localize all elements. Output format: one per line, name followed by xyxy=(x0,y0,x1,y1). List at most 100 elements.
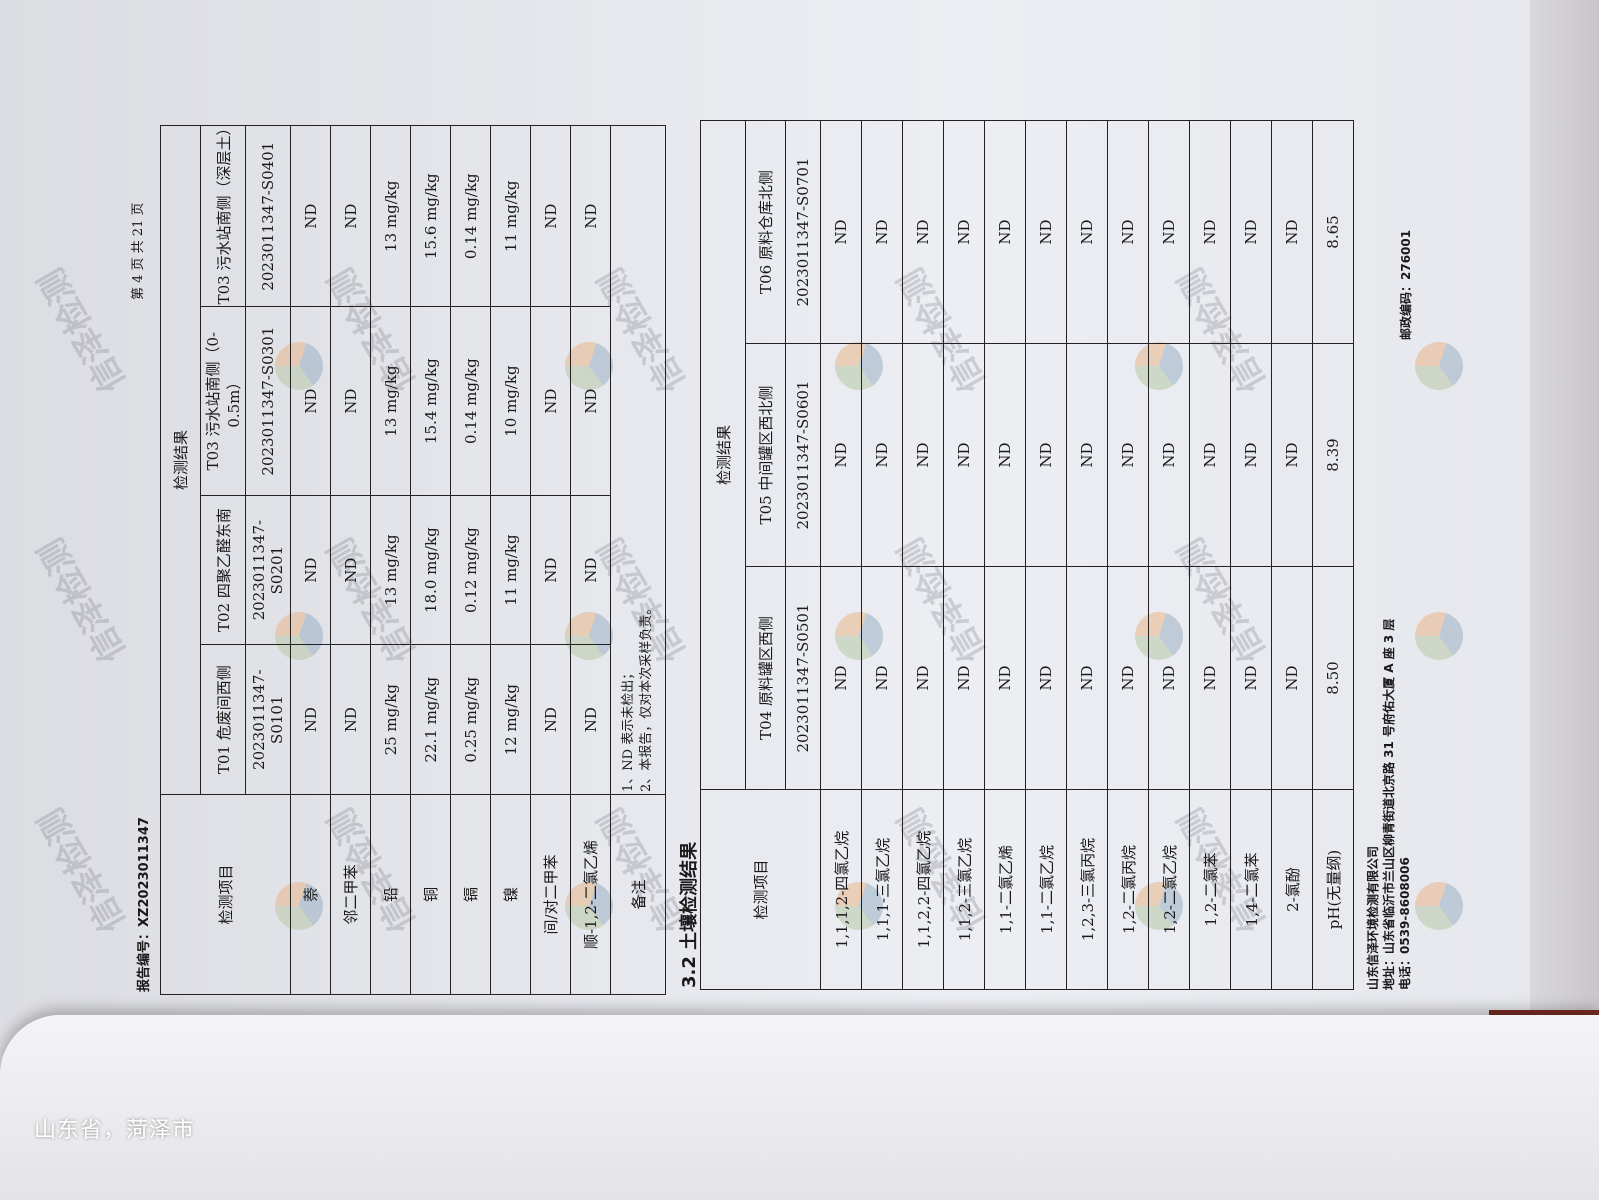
result-value: 0.12 mg/kg xyxy=(450,495,491,645)
result-value: 13 mg/kg xyxy=(370,306,411,496)
result-value: 10 mg/kg xyxy=(490,306,531,496)
result-value: ND xyxy=(330,306,371,496)
result-value: ND xyxy=(902,343,944,567)
result-value: 12 mg/kg xyxy=(490,644,531,795)
result-value: 15.6 mg/kg xyxy=(410,125,451,307)
table-row: 1,1,2-三氯乙烷 ND ND ND xyxy=(943,120,985,990)
result-value: ND xyxy=(570,125,611,307)
result-value: ND xyxy=(290,644,331,795)
watermark-logo-icon xyxy=(1415,612,1463,660)
remark-line: 2、本报告，仅对本次采样负责。 xyxy=(639,601,654,792)
result-value: 25 mg/kg xyxy=(370,644,411,795)
result-value: ND xyxy=(984,566,1026,790)
company-name: 山东信泽环境检测有限公司 xyxy=(1366,845,1380,990)
result-value: ND xyxy=(330,644,371,795)
table-row: 顺-1,2-二氯乙烯 ND ND ND ND xyxy=(570,125,611,995)
report-number: 报告编号：XZ2023011347 xyxy=(137,817,152,992)
item-name: 1,1-二氯乙烯 xyxy=(984,789,1026,990)
result-value: ND xyxy=(530,306,571,496)
result-value: ND xyxy=(290,125,331,307)
result-value: ND xyxy=(1148,120,1190,344)
result-value: 13 mg/kg xyxy=(370,495,411,645)
sample-code: 2023011347-S0301 xyxy=(245,306,291,496)
location-name: T06 原料仓库北侧 xyxy=(745,120,786,344)
item-name: 1,1,1-三氯乙烷 xyxy=(861,789,903,990)
watermark-text: 信泽检测 xyxy=(31,261,134,400)
result-value: 15.4 mg/kg xyxy=(410,306,451,496)
watermark-text: 信泽检测 xyxy=(31,801,134,940)
result-value: ND xyxy=(984,120,1026,344)
header-row: 检测项目 检测结果 xyxy=(700,120,821,990)
result-header: 检测结果 xyxy=(700,120,746,790)
result-value: ND xyxy=(570,306,611,496)
location-name: T03 污水站南侧（0-0.5m） xyxy=(200,306,246,496)
location-name: T05 中间罐区西北侧 xyxy=(745,343,786,567)
page-number: 第 4 页 共 21 页 xyxy=(131,202,146,300)
result-value: 0.25 mg/kg xyxy=(450,644,491,795)
result-value: 0.14 mg/kg xyxy=(450,306,491,496)
location-name: T02 四聚乙醛东南 xyxy=(200,495,246,645)
sample-code: 2023011347-S0501 xyxy=(785,566,821,790)
table-row: 1,2-二氯苯 ND ND ND xyxy=(1189,120,1231,990)
result-value: ND xyxy=(943,120,985,344)
result-value: ND xyxy=(1107,343,1149,567)
company-address: 地址：山东省临沂市兰山区柳青街道北京路 31 号府佑大厦 A 座 3 层 xyxy=(1382,618,1396,990)
result-value: 8.50 xyxy=(1312,566,1354,790)
section-title: 3.2 土壤检测结果 xyxy=(679,841,700,988)
company-phone: 电话：0539-8608006 xyxy=(1398,857,1412,990)
table-row: 1,4-二氯苯 ND ND ND xyxy=(1230,120,1272,990)
result-header: 检测结果 xyxy=(160,125,201,795)
item-name: 1,2,3-三氯丙烷 xyxy=(1066,789,1108,990)
table-row: 萘 ND ND ND ND xyxy=(290,125,331,995)
result-value: ND xyxy=(820,120,862,344)
watermark-logo-icon xyxy=(1415,882,1463,930)
item-name: 1,2-二氯丙烷 xyxy=(1107,789,1149,990)
result-value: ND xyxy=(820,343,862,567)
item-name: 1,4-二氯苯 xyxy=(1230,789,1272,990)
item-name: 顺-1,2-二氯乙烯 xyxy=(570,794,611,995)
location-name: T04 原料罐区西侧 xyxy=(745,566,786,790)
table-row: 1,1-二氯乙烷 ND ND ND xyxy=(1025,120,1067,990)
table-row: 2-氯酚 ND ND ND xyxy=(1271,120,1313,990)
result-value: ND xyxy=(1107,566,1149,790)
table-row: 1,1,1,2-四氯乙烷 ND ND ND xyxy=(820,120,862,990)
result-value: 11 mg/kg xyxy=(490,125,531,307)
remark-line: 1、ND 表示未检出； xyxy=(621,666,636,792)
result-value: ND xyxy=(1189,566,1231,790)
table-row: 1,2,3-三氯丙烷 ND ND ND xyxy=(1066,120,1108,990)
facing-page xyxy=(0,1015,1599,1200)
item-name: 1,2-二氯乙烷 xyxy=(1148,789,1190,990)
item-name: 铜 xyxy=(410,794,451,995)
result-value: ND xyxy=(1066,343,1108,567)
result-value: ND xyxy=(290,306,331,496)
result-value: ND xyxy=(902,566,944,790)
result-value: ND xyxy=(1271,343,1313,567)
item-header: 检测项目 xyxy=(160,794,291,995)
result-value: 18.0 mg/kg xyxy=(410,495,451,645)
result-value: 22.1 mg/kg xyxy=(410,644,451,795)
item-name: 1,1,1,2-四氯乙烷 xyxy=(820,789,862,990)
result-value: ND xyxy=(984,343,1026,567)
page-edge xyxy=(1530,0,1599,1040)
postal-code: 邮政编码：276001 xyxy=(1399,229,1413,340)
item-name: 间/对二甲苯 xyxy=(530,794,571,995)
footer: 山东信泽环境检测有限公司 地址：山东省临沂市兰山区柳青街道北京路 31 号府佑大… xyxy=(1365,619,1413,990)
item-name: 1,1,2-三氯乙烷 xyxy=(943,789,985,990)
item-name: 1,2-二氯苯 xyxy=(1189,789,1231,990)
result-value: ND xyxy=(530,495,571,645)
photo-location-caption: 山东省，菏泽市 xyxy=(34,1118,196,1143)
result-value: ND xyxy=(902,120,944,344)
item-name: 镉 xyxy=(450,794,491,995)
result-value: ND xyxy=(861,566,903,790)
result-value: ND xyxy=(861,343,903,567)
item-name: 铅 xyxy=(370,794,411,995)
result-value: 11 mg/kg xyxy=(490,495,531,645)
watermark-logo-icon xyxy=(1415,342,1463,390)
result-value: ND xyxy=(530,125,571,307)
sample-code: 2023011347-S0101 xyxy=(245,644,291,795)
result-value: 8.39 xyxy=(1312,343,1354,567)
table-row: 1,2-二氯乙烷 ND ND ND xyxy=(1148,120,1190,990)
header-row: 检测项目 检测结果 xyxy=(160,125,291,995)
table-row: 邻二甲苯 ND ND ND ND xyxy=(330,125,371,995)
